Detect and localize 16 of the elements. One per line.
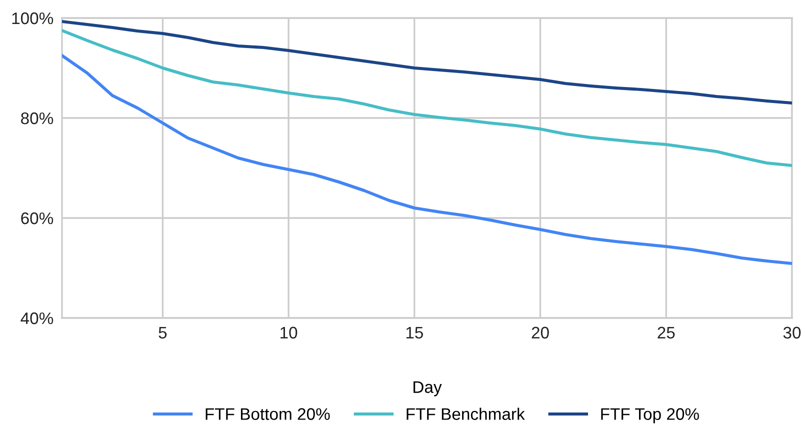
y-tick-label: 100% bbox=[12, 12, 54, 24]
y-tick-label: 60% bbox=[21, 212, 54, 224]
line-series bbox=[62, 54, 792, 266]
line-series bbox=[62, 28, 792, 168]
x-tick-label: 25 bbox=[658, 326, 675, 339]
x-tick-label: 10 bbox=[280, 326, 298, 339]
y-tick-label: 40% bbox=[20, 312, 54, 324]
x-tick-label: 30 bbox=[783, 326, 801, 339]
x-tick-label: 15 bbox=[406, 326, 423, 339]
legend-label: FTF Top 20% bbox=[601, 408, 699, 424]
x-tick-label: 5 bbox=[158, 326, 167, 339]
x-tick-label: 20 bbox=[532, 326, 549, 339]
legend-label: FTF Benchmark bbox=[406, 408, 525, 420]
y-tick-label: 80% bbox=[21, 112, 54, 124]
legend-label: FTF Bottom 20% bbox=[206, 408, 330, 420]
x-axis-title: Day bbox=[414, 381, 442, 396]
